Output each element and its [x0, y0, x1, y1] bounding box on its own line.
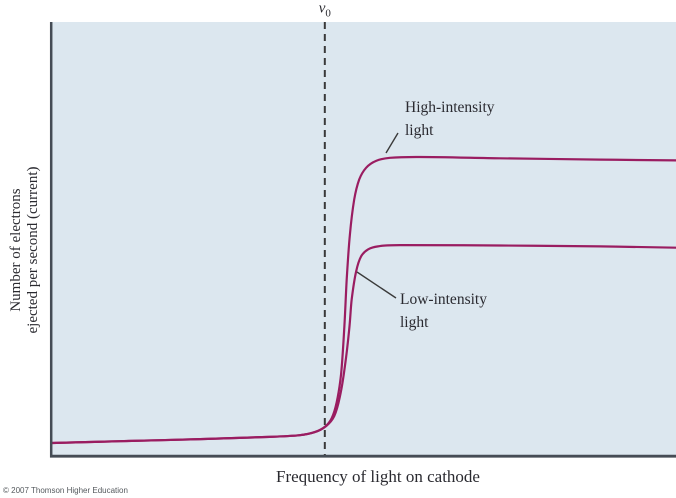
high-intensity-curve: [50, 155, 676, 445]
low-intensity-leader-line: [356, 271, 397, 299]
high-intensity-label: High-intensity light: [405, 99, 495, 139]
nu-subscript: 0: [325, 7, 331, 20]
plot-area: [50, 22, 676, 457]
low-intensity-curve: [50, 243, 676, 445]
nu-symbol: ν: [318, 0, 326, 17]
copyright-text: © 2007 Thomson Higher Education: [3, 486, 128, 495]
threshold-frequency-label: ν0: [319, 1, 331, 20]
high-intensity-leader-line: [385, 132, 399, 154]
x-axis-label: Frequency of light on cathode: [276, 467, 480, 486]
low-intensity-label: Low-intensity light: [400, 291, 487, 331]
y-axis-label: Number of electrons ejected per second (…: [8, 166, 41, 334]
